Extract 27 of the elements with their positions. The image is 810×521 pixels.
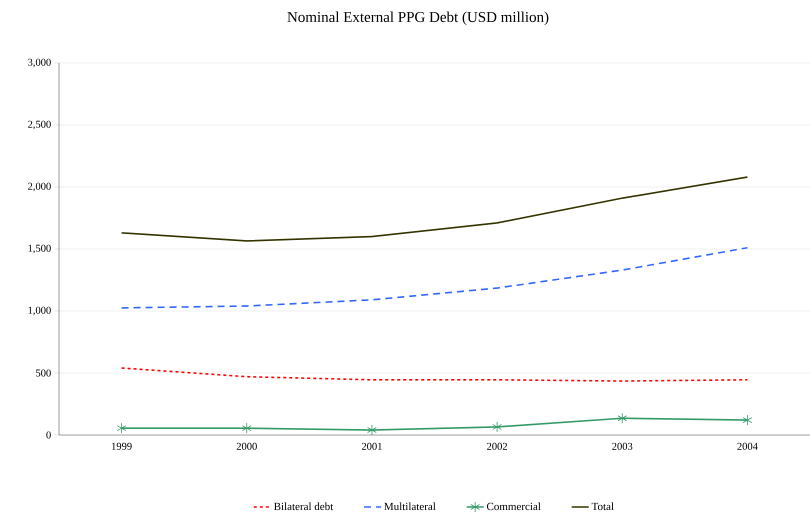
y-tick-label: 3,000 (28, 58, 51, 68)
legend-label: Total (592, 502, 614, 510)
x-tick-label: 2001 (362, 442, 382, 450)
point (618, 412, 627, 424)
line-series (120, 246, 748, 309)
point (116, 422, 126, 434)
point (742, 414, 752, 426)
y-tick-label: 500 (36, 369, 51, 377)
line-series (120, 176, 748, 242)
y-tick-label: 2,500 (28, 120, 51, 130)
legend-label: Bilateral debt (274, 502, 334, 510)
y-tick-label: 0 (46, 431, 51, 439)
y-tick-label: 1,000 (28, 306, 51, 316)
point (492, 422, 502, 432)
x-tick-label: 2000 (236, 442, 257, 450)
x-tick-label: 2003 (612, 442, 632, 450)
legend-label: Multilateral (384, 502, 436, 510)
y-tick-label: 2,000 (28, 182, 51, 192)
x-tick-label: 1999 (112, 442, 132, 450)
point (367, 424, 377, 436)
x-tick-label: 2004 (737, 442, 758, 450)
y-tick-label: 1,500 (28, 244, 51, 254)
x-tick-label: 2002 (487, 442, 508, 450)
legend-label: Commercial (486, 502, 541, 510)
point (242, 422, 252, 434)
chart-title: Nominal External PPG Debt (USD million) (287, 12, 548, 26)
line-series (120, 367, 748, 382)
